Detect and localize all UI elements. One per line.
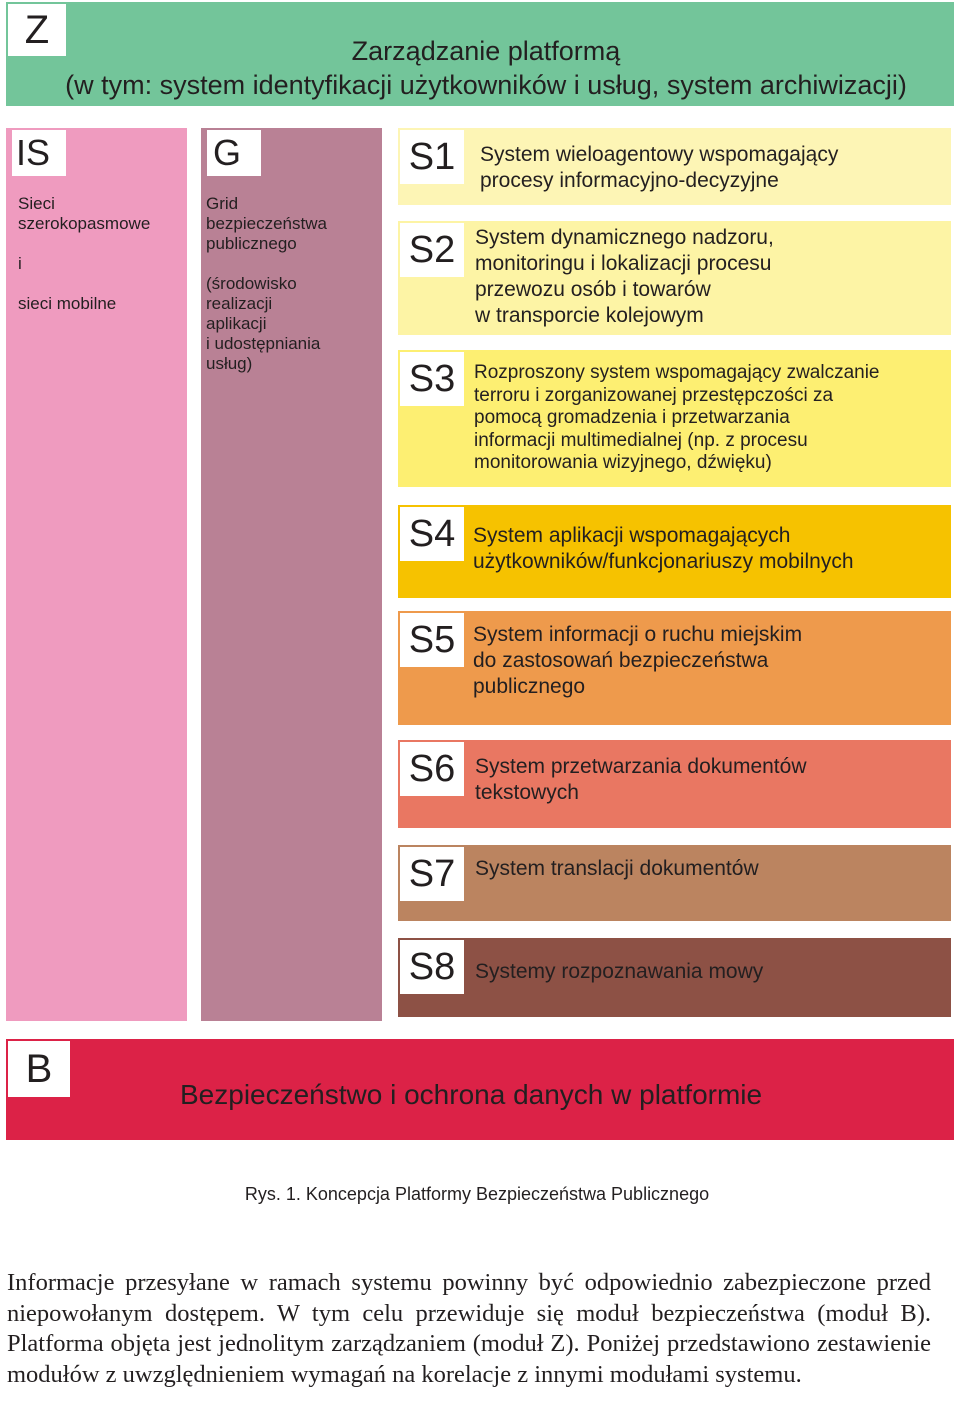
module-s3-text: Rozproszony system wspomagający zwalczan… [474,362,880,473]
module-g-label: G [207,130,261,176]
module-z-label: Z [8,4,66,56]
module-g-block: G Grid bezpieczeństwa publicznego (środo… [201,128,382,1021]
module-s1-text: System wieloagentowy wspomagający proces… [480,143,839,192]
module-s5-block: S5 System informacji o ruchu miejskim do… [398,611,951,725]
module-s3-label: S3 [400,352,464,406]
module-b-text: Bezpieczeństwo i ochrona danych w platfo… [180,1079,763,1110]
module-s7-text: System translacji dokumentów [475,857,759,880]
module-s2-block: S2 System dynamicznego nadzoru, monitori… [398,221,951,335]
module-z-text: Zarządzanie platformą (w tym: system ide… [65,36,907,100]
figure-caption: Rys. 1. Koncepcja Platformy Bezpieczeńst… [244,1184,710,1204]
module-s3-block: S3 Rozproszony system wspomagający zwalc… [398,350,951,487]
module-s1-label: S1 [400,130,464,184]
module-s8-label: S8 [400,940,464,994]
module-s7-block: S7 System translacji dokumentów [398,845,951,921]
module-is-label: IS [12,130,66,176]
module-s5-label: S5 [400,613,464,667]
module-s2-text: System dynamicznego nadzoru, monitoringu… [475,226,774,327]
module-s6-text: System przetwarzania dokumentów tekstowy… [475,755,807,804]
module-s6-block: S6 System przetwarzania dokumentów tekst… [398,740,951,828]
module-is-text: Sieci szerokopasmowe i sieci mobilne [18,194,151,313]
module-s8-block: S8 Systemy rozpoznawania mowy [398,938,951,1017]
module-s8-text: Systemy rozpoznawania mowy [475,960,764,983]
module-s4-label: S4 [400,507,464,561]
module-s1-block: S1 System wieloagentowy wspomagający pro… [398,128,951,205]
module-s5-text: System informacji o ruchu miejskim do za… [473,623,803,698]
module-s6-label: S6 [400,742,464,796]
module-s4-block: S4 System aplikacji wspomagających użytk… [398,505,951,598]
module-b-label: B [8,1041,70,1097]
module-is-block: IS Sieci szerokopasmowe i sieci mobilne [6,128,187,1021]
module-s2-label: S2 [400,223,464,277]
body-paragraph: Informacje przesyłane w ramach systemu p… [7,1269,931,1388]
module-b-block: B Bezpieczeństwo i ochrona danych w plat… [6,1039,954,1140]
module-s4-text: System aplikacji wspomagających użytkown… [473,524,854,573]
module-g-text: Grid bezpieczeństwa publicznego (środowi… [206,194,327,373]
module-s7-label: S7 [400,847,464,901]
module-z-block: Z Zarządzanie platformą (w tym: system i… [6,2,954,106]
